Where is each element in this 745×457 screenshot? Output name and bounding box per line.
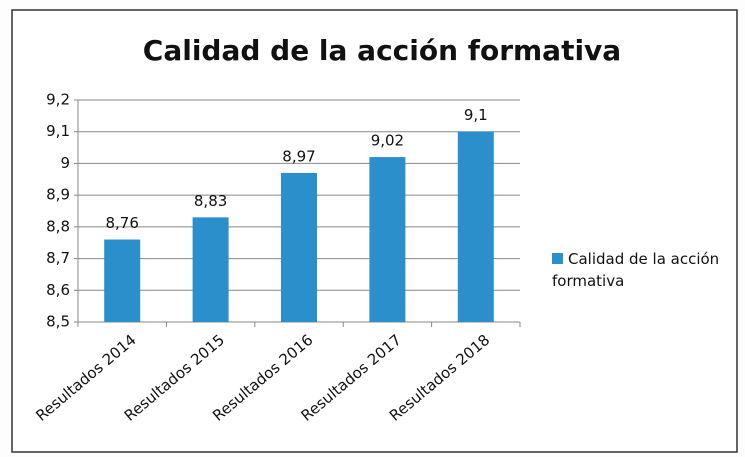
data-label: 9,02: [371, 132, 404, 150]
y-tick-label: 8,5: [46, 313, 70, 331]
y-tick-label: 8,6: [46, 281, 70, 299]
data-label: 9,1: [464, 106, 488, 124]
y-tick-label: 9,1: [46, 122, 70, 140]
bar: [104, 239, 141, 322]
legend-label: Calidad de la acción formativa: [552, 250, 720, 290]
y-tick-label: 8,8: [46, 217, 70, 235]
legend: Calidad de la acción formativa: [552, 248, 742, 292]
y-tick-label: 8,9: [46, 186, 70, 204]
bar: [369, 157, 406, 322]
chart-title: Calidad de la acción formativa: [143, 34, 621, 67]
y-tick-label: 9,2: [46, 91, 70, 109]
bar: [457, 131, 494, 322]
y-tick-label: 9: [60, 154, 70, 172]
legend-swatch: [552, 253, 563, 264]
data-label: 8,83: [194, 192, 227, 210]
y-tick-label: 8,7: [46, 249, 70, 267]
data-label: 8,97: [282, 147, 315, 165]
bar: [192, 217, 229, 322]
bar: [281, 172, 317, 322]
data-label: 8,76: [105, 214, 138, 232]
